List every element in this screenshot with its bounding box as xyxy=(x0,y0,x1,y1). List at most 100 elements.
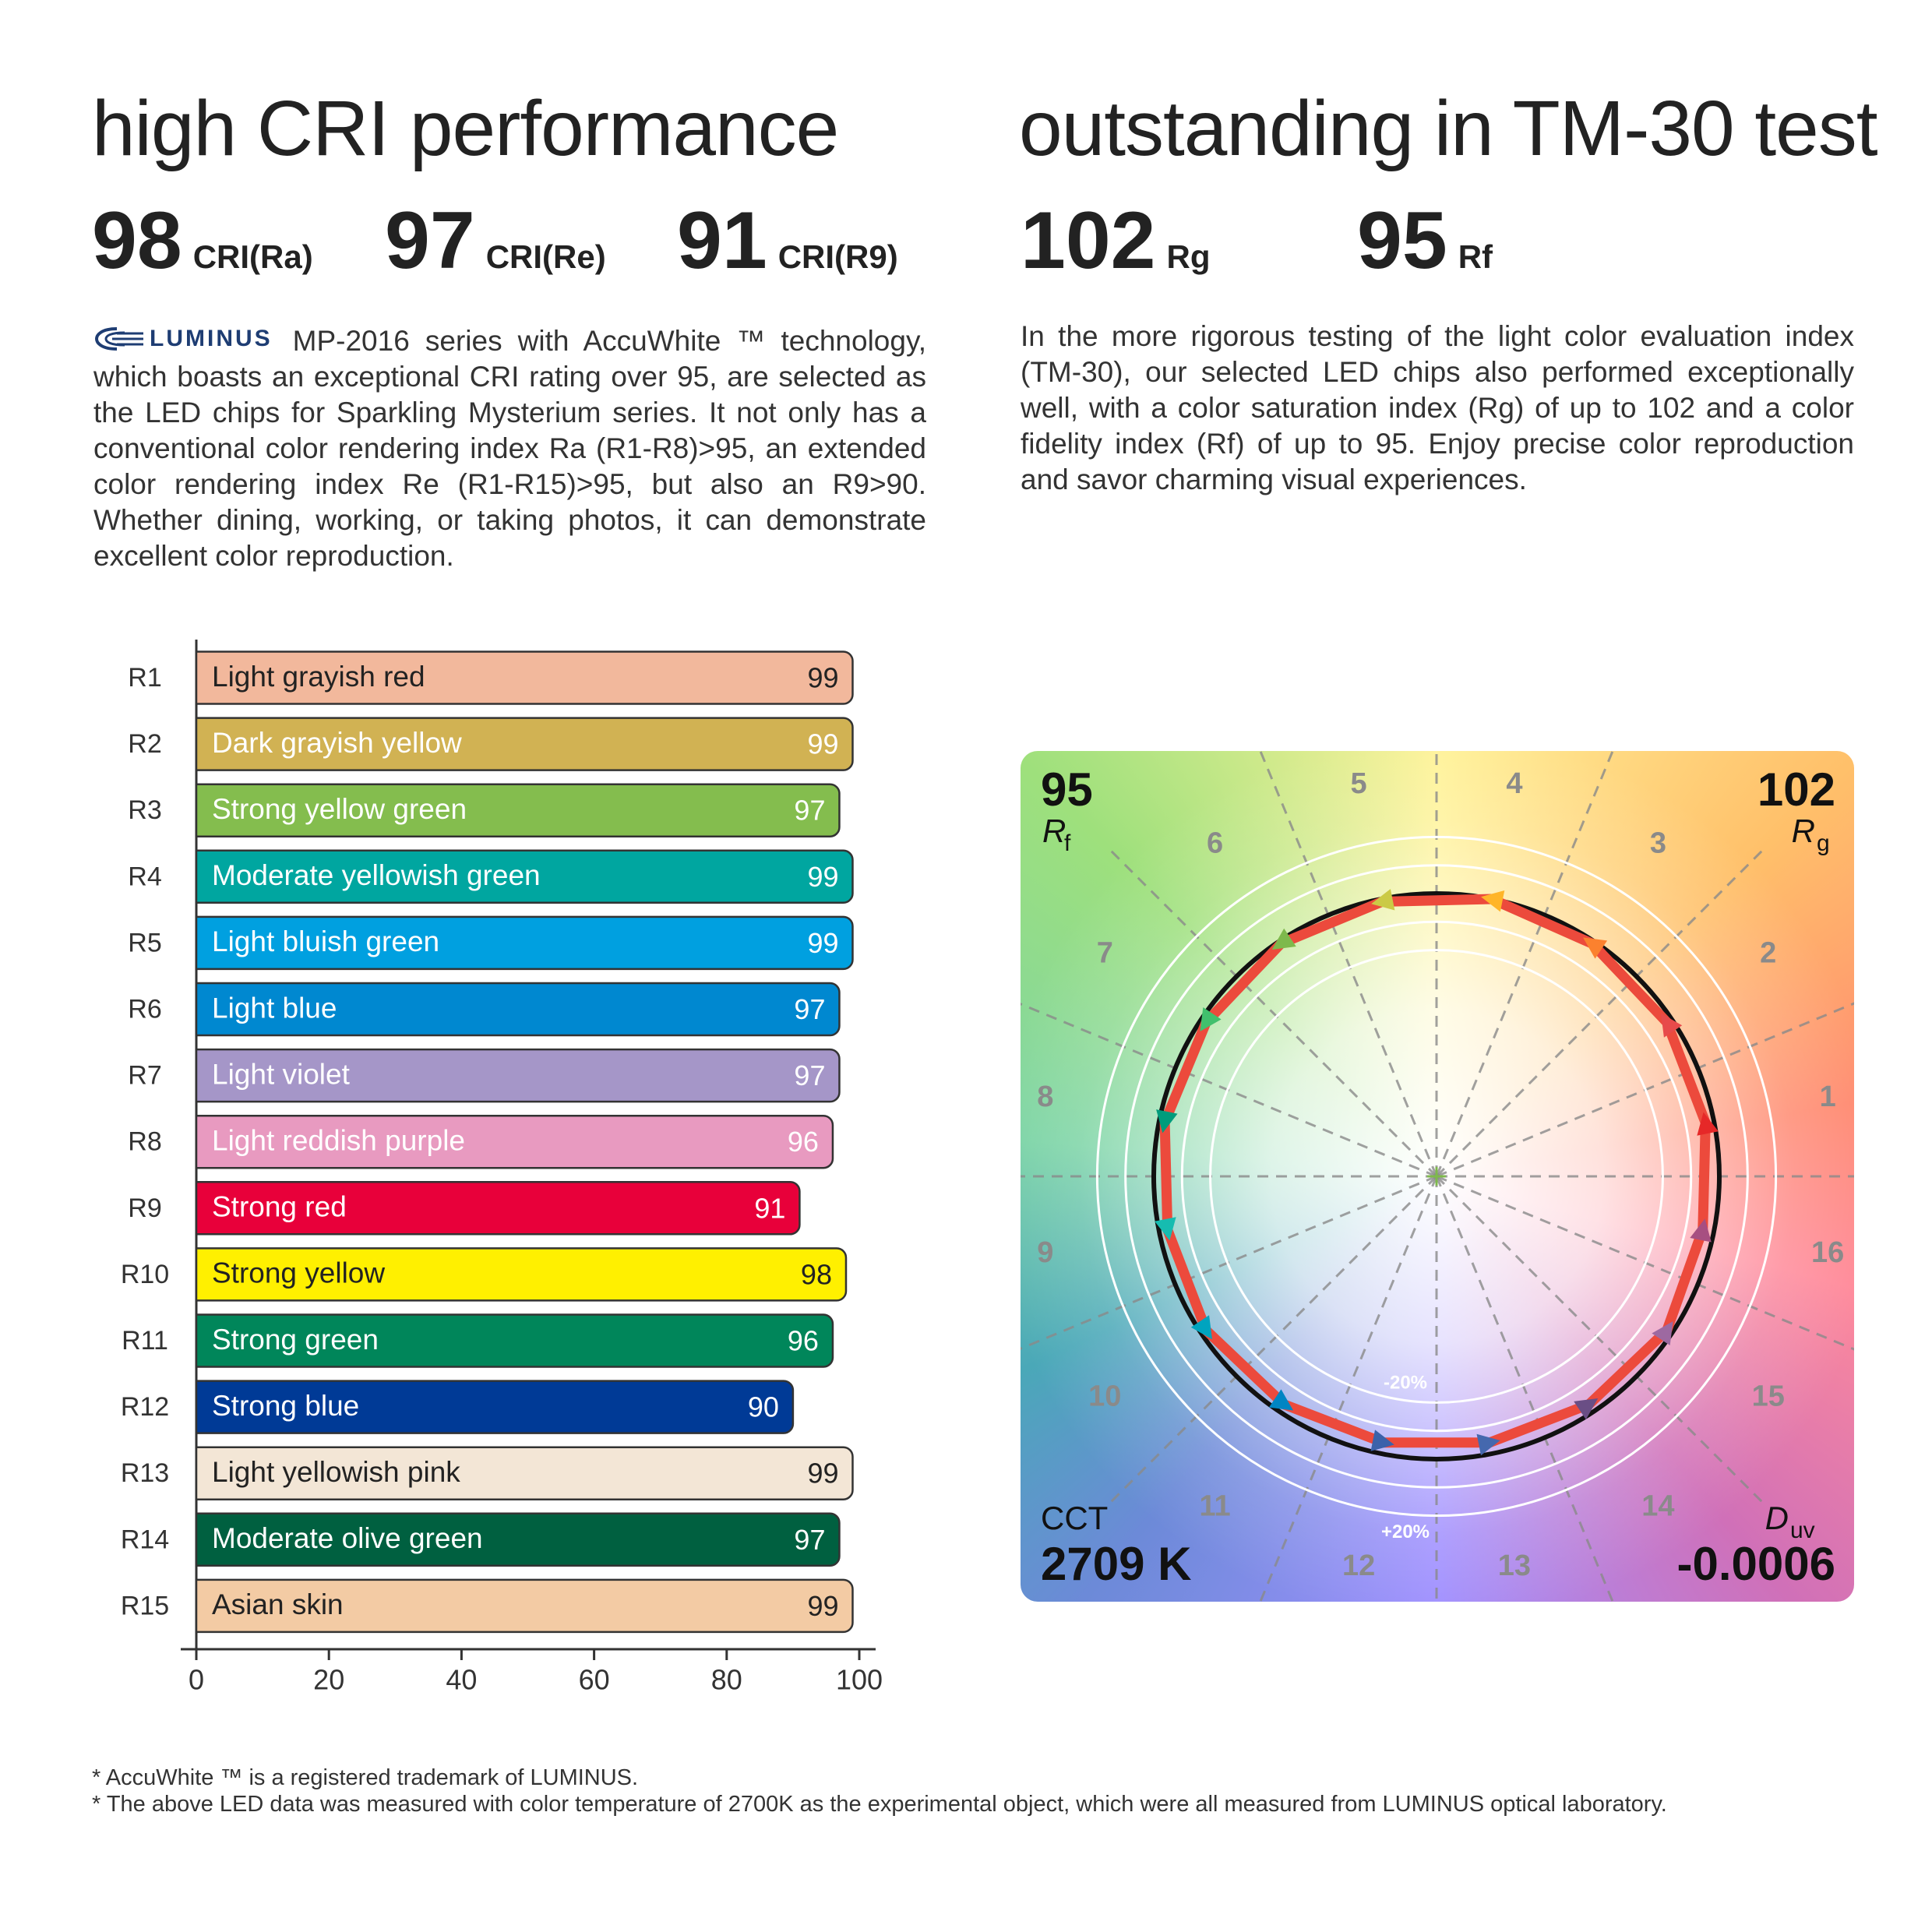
bin-label: 11 xyxy=(1199,1490,1230,1523)
bin-divider xyxy=(1105,1175,1438,1508)
metric-value: 97 xyxy=(385,196,475,286)
logo-mark xyxy=(94,327,143,351)
hue-arrow xyxy=(1156,1109,1178,1133)
logo-text: LUMINUS xyxy=(150,326,273,351)
metric: 95 Rf xyxy=(1357,195,1493,287)
x-tick-label: 60 xyxy=(579,1664,610,1696)
bar xyxy=(195,1380,795,1434)
x-tick-label: 100 xyxy=(836,1664,883,1696)
metric: 102 Rg xyxy=(1021,195,1211,287)
metric-value: 98 xyxy=(92,196,182,286)
bar-description: Moderate yellowish green xyxy=(212,859,541,891)
category-label: R15 xyxy=(121,1591,169,1620)
value-label: 99 xyxy=(807,1590,838,1622)
hue-arrow xyxy=(1661,1013,1683,1038)
hue-arrow xyxy=(1155,1217,1176,1241)
bin-label: 1 xyxy=(1820,1081,1836,1113)
bin-divider xyxy=(1436,996,1854,1178)
value-label: 99 xyxy=(807,927,838,959)
bar-description: Moderate olive green xyxy=(212,1522,483,1554)
bin-label: 10 xyxy=(1088,1380,1121,1412)
category-label: R11 xyxy=(122,1326,168,1356)
logo: LUMINUS xyxy=(93,321,273,357)
value-label: 97 xyxy=(794,1524,825,1556)
bin-label: 16 xyxy=(1811,1236,1844,1269)
bin-divider xyxy=(1435,844,1768,1178)
metric: 97 CRI(Re) xyxy=(385,195,606,287)
bin-divider xyxy=(1435,751,1616,1177)
hue-arrow xyxy=(1190,1315,1212,1340)
bar-description: Light reddish purple xyxy=(212,1124,465,1156)
bin-label: 5 xyxy=(1351,767,1367,800)
category-label: R14 xyxy=(121,1525,169,1554)
duv-subscript: uv xyxy=(1790,1518,1815,1543)
bin-label: 15 xyxy=(1752,1380,1785,1412)
bin-divider xyxy=(1105,844,1438,1178)
bar xyxy=(195,1181,801,1236)
value-label: 90 xyxy=(748,1391,779,1423)
bar xyxy=(195,915,854,971)
paragraph: In the more rigorous testing of the ligh… xyxy=(1021,320,1854,495)
bar xyxy=(195,1247,848,1302)
bin-label: 13 xyxy=(1498,1549,1531,1582)
x-tick-label: 20 xyxy=(313,1664,344,1696)
metric-label: Rf xyxy=(1458,238,1493,275)
x-tick-label: 0 xyxy=(189,1664,204,1696)
bin-label: 7 xyxy=(1097,937,1113,970)
bar xyxy=(195,982,841,1037)
cct-value: 2709 K xyxy=(1041,1538,1191,1590)
metric: 98 CRI(Ra) xyxy=(92,195,313,287)
hue-arrow xyxy=(1697,1112,1719,1136)
bar xyxy=(195,1578,854,1634)
bar-description: Light violet xyxy=(212,1058,351,1090)
hue-arrow xyxy=(1476,1433,1500,1456)
ring xyxy=(1124,864,1749,1489)
category-label: R12 xyxy=(121,1392,169,1422)
category-label: R1 xyxy=(128,663,161,693)
ring xyxy=(1209,949,1664,1404)
metric-label: CRI(R9) xyxy=(777,238,898,275)
bar-description: Dark grayish yellow xyxy=(212,727,462,759)
bin-label: 12 xyxy=(1342,1549,1375,1582)
bar-description: Light bluish green xyxy=(212,925,439,957)
category-label: R6 xyxy=(128,994,161,1024)
metric-label: CRI(Ra) xyxy=(192,238,313,275)
bin-label: 8 xyxy=(1037,1081,1053,1113)
bar-description: Strong blue xyxy=(212,1390,359,1422)
title: outstanding in TM-30 test xyxy=(1019,85,1878,172)
bin-divider xyxy=(1021,1175,1437,1356)
bar xyxy=(195,1048,841,1103)
bar-description: Light yellowish pink xyxy=(212,1456,460,1488)
category-label: R2 xyxy=(128,729,161,759)
metric-value: 91 xyxy=(677,196,767,286)
value-label: 97 xyxy=(794,993,825,1025)
bar-chart: 0 20 40 60 80 100 R1 Light grayish red 99 R2 Dark … xyxy=(121,640,883,1696)
hue-arrow xyxy=(1652,1320,1673,1346)
bar xyxy=(195,1512,841,1567)
value-label: 97 xyxy=(794,795,825,827)
value-label: 99 xyxy=(807,728,838,760)
bin-divider xyxy=(1257,751,1438,1177)
ring-label: -20% xyxy=(1384,1373,1427,1394)
bin-divider xyxy=(1257,1176,1438,1602)
footnote: * The above LED data was measured with c… xyxy=(92,1792,1667,1817)
index-subscript: f xyxy=(1064,830,1071,856)
value-label: 99 xyxy=(807,861,838,893)
category-label: R10 xyxy=(121,1260,169,1289)
metric-label: Rg xyxy=(1166,238,1211,275)
category-label: R13 xyxy=(121,1458,169,1488)
metric: 91 CRI(R9) xyxy=(677,195,898,287)
value-label: 99 xyxy=(807,1458,838,1490)
paragraph-text: MP-2016 series with AccuWhite ™ technolo… xyxy=(93,325,926,572)
bin-label: 4 xyxy=(1506,767,1522,800)
category-label: R3 xyxy=(128,795,161,825)
metric-label: CRI(Re) xyxy=(485,238,606,275)
bin-divider xyxy=(1436,1175,1854,1356)
hue-arrow xyxy=(1371,889,1395,911)
center-cross xyxy=(1427,1167,1446,1186)
hue-arrow xyxy=(1370,1430,1394,1451)
metric-value: 95 xyxy=(1357,196,1447,286)
category-label: R9 xyxy=(128,1193,161,1223)
